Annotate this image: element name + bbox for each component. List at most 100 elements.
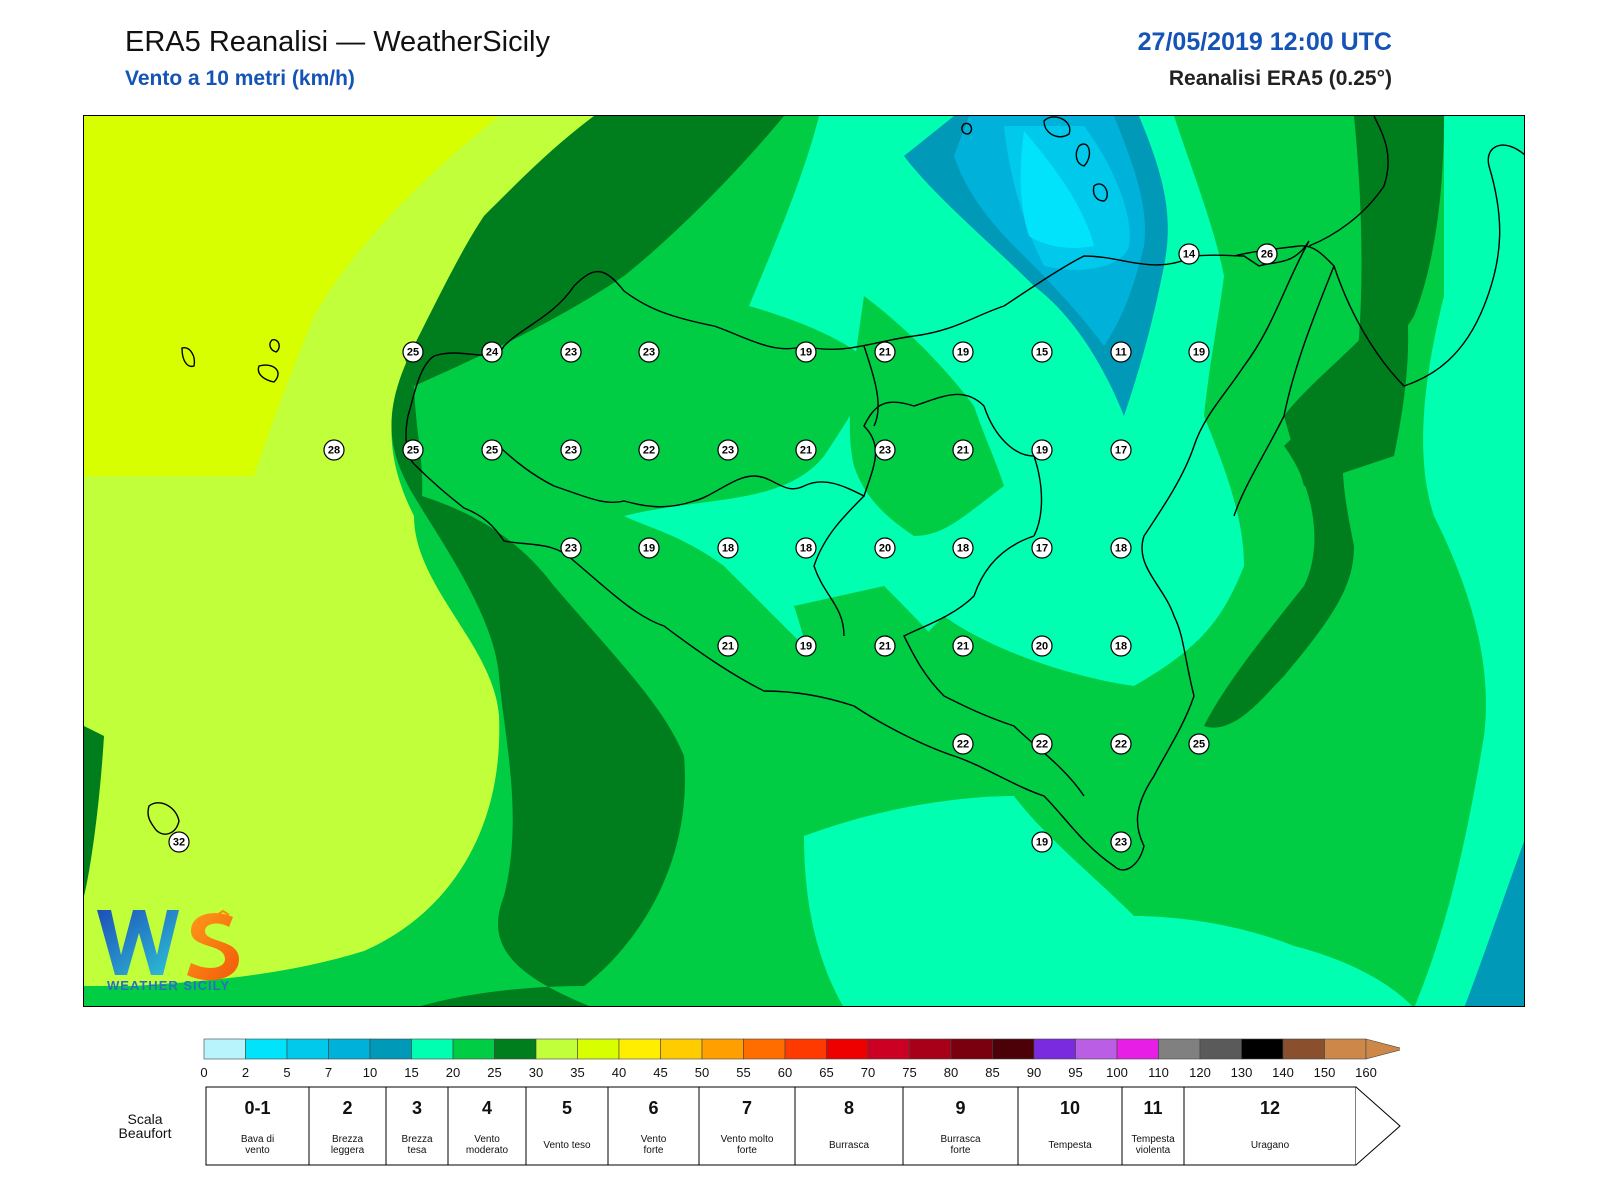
station-marker: 22 (1031, 733, 1053, 755)
color-scale-swatch (411, 1038, 454, 1060)
color-scale-swatch (577, 1038, 620, 1060)
station-dot (1110, 831, 1132, 853)
station-marker: 21 (874, 341, 896, 363)
station-marker: 23 (638, 341, 660, 363)
station-wind-value: 21 (879, 641, 891, 653)
station-marker: 24 (481, 341, 503, 363)
station-marker: 19 (638, 537, 660, 559)
station-marker: 17 (1110, 439, 1132, 461)
station-marker: 21 (795, 439, 817, 461)
station-dot (481, 341, 503, 363)
color-scale-tick-label: 15 (404, 1065, 418, 1080)
beaufort-class-description: Vento teso (543, 1140, 591, 1151)
station-marker: 23 (560, 439, 582, 461)
station-wind-value: 19 (643, 543, 655, 555)
map-subtitle: Vento a 10 metri (km/h) (125, 67, 355, 90)
model-label: Reanalisi ERA5 (0.25°) (1168, 67, 1392, 90)
station-marker: 21 (874, 635, 896, 657)
station-dot (952, 635, 974, 657)
beaufort-class-description: forte (950, 1145, 970, 1156)
color-scale-tick-label: 70 (861, 1065, 875, 1080)
station-wind-value: 22 (957, 739, 969, 751)
color-scale-swatch (992, 1038, 1035, 1060)
station-dot (1110, 439, 1132, 461)
station-dot (1110, 635, 1132, 657)
beaufort-class-box (794, 1086, 904, 1166)
map-title: ERA5 Reanalisi — WeatherSicily (125, 26, 550, 58)
beaufort-scale-label: Scala Beaufort (118, 1111, 172, 1141)
station-dot (795, 439, 817, 461)
color-scale-tick-label: 85 (985, 1065, 999, 1080)
station-wind-value: 25 (407, 347, 419, 359)
beaufort-class-box (607, 1086, 700, 1166)
color-scale-swatch (743, 1038, 786, 1060)
color-scale-swatch (245, 1038, 288, 1060)
color-scale-tick-label: 75 (902, 1065, 916, 1080)
station-wind-value: 11 (1115, 347, 1127, 359)
station-marker: 25 (402, 341, 424, 363)
color-scale-tick-label: 20 (446, 1065, 460, 1080)
color-scale-tick-label: 5 (283, 1065, 290, 1080)
station-marker: 19 (1031, 439, 1053, 461)
station-wind-value: 21 (957, 445, 969, 457)
color-scale-swatch (618, 1038, 661, 1060)
wind-contours (84, 116, 1524, 1006)
wind-map-canvas: 14 26 25 24 23 23 19 21 19 15 11 19 28 25 25 23 22 23 21 23… (84, 116, 1524, 1006)
color-scale-swatch (660, 1038, 703, 1060)
station-dot (1110, 341, 1132, 363)
station-dot (1031, 635, 1053, 657)
station-dot (560, 341, 582, 363)
logo-wordmark: WEATHER SICILY (107, 978, 231, 993)
valid-datetime: 27/05/2019 12:00 UTC (1137, 28, 1392, 56)
station-dot (638, 341, 660, 363)
color-scale-swatch (826, 1038, 869, 1060)
beaufort-class-box (902, 1086, 1019, 1166)
beaufort-class-box (385, 1086, 449, 1166)
station-dot (795, 537, 817, 559)
station-dot (168, 831, 190, 853)
station-dot (1031, 733, 1053, 755)
station-dot (795, 341, 817, 363)
color-scale-tick-label: 130 (1231, 1065, 1253, 1080)
station-dot (1256, 243, 1278, 265)
color-scale-tick-label: 160 (1355, 1065, 1377, 1080)
beaufort-class-number: 0-1 (244, 1098, 270, 1118)
station-marker: 19 (952, 341, 974, 363)
station-marker: 18 (1110, 537, 1132, 559)
station-wind-value: 25 (1193, 739, 1205, 751)
station-dot (638, 439, 660, 461)
beaufort-class-description: violenta (1136, 1145, 1171, 1156)
station-dot (795, 635, 817, 657)
station-dot (1110, 733, 1132, 755)
beaufort-class-box (1183, 1086, 1357, 1166)
station-marker: 19 (795, 341, 817, 363)
station-wind-value: 21 (879, 347, 891, 359)
beaufort-class-box (1121, 1086, 1185, 1166)
station-dot (874, 439, 896, 461)
station-wind-value: 18 (957, 543, 969, 555)
station-dot (952, 537, 974, 559)
station-dot (560, 439, 582, 461)
station-wind-value: 25 (407, 445, 419, 457)
color-scale-swatch (867, 1038, 910, 1060)
station-wind-value: 18 (722, 543, 734, 555)
station-wind-value: 19 (800, 641, 812, 653)
beaufort-class-number: 11 (1143, 1098, 1162, 1118)
beaufort-class-box (205, 1086, 310, 1166)
station-marker: 18 (717, 537, 739, 559)
color-scale-swatch (1033, 1038, 1076, 1060)
station-marker: 20 (874, 537, 896, 559)
beaufort-class-description: Burrasca (829, 1140, 869, 1151)
station-dot (560, 537, 582, 559)
beaufort-class-description: Brezza (332, 1134, 364, 1145)
station-wind-value: 14 (1183, 249, 1196, 261)
color-scale-swatch (1116, 1038, 1159, 1060)
station-wind-value: 26 (1261, 249, 1273, 261)
station-wind-value: 22 (1115, 739, 1127, 751)
color-scale-overflow-arrow (1365, 1038, 1400, 1060)
station-dot (717, 439, 739, 461)
station-wind-value: 23 (565, 543, 577, 555)
station-dot (874, 635, 896, 657)
station-dot (638, 537, 660, 559)
station-marker: 22 (638, 439, 660, 461)
